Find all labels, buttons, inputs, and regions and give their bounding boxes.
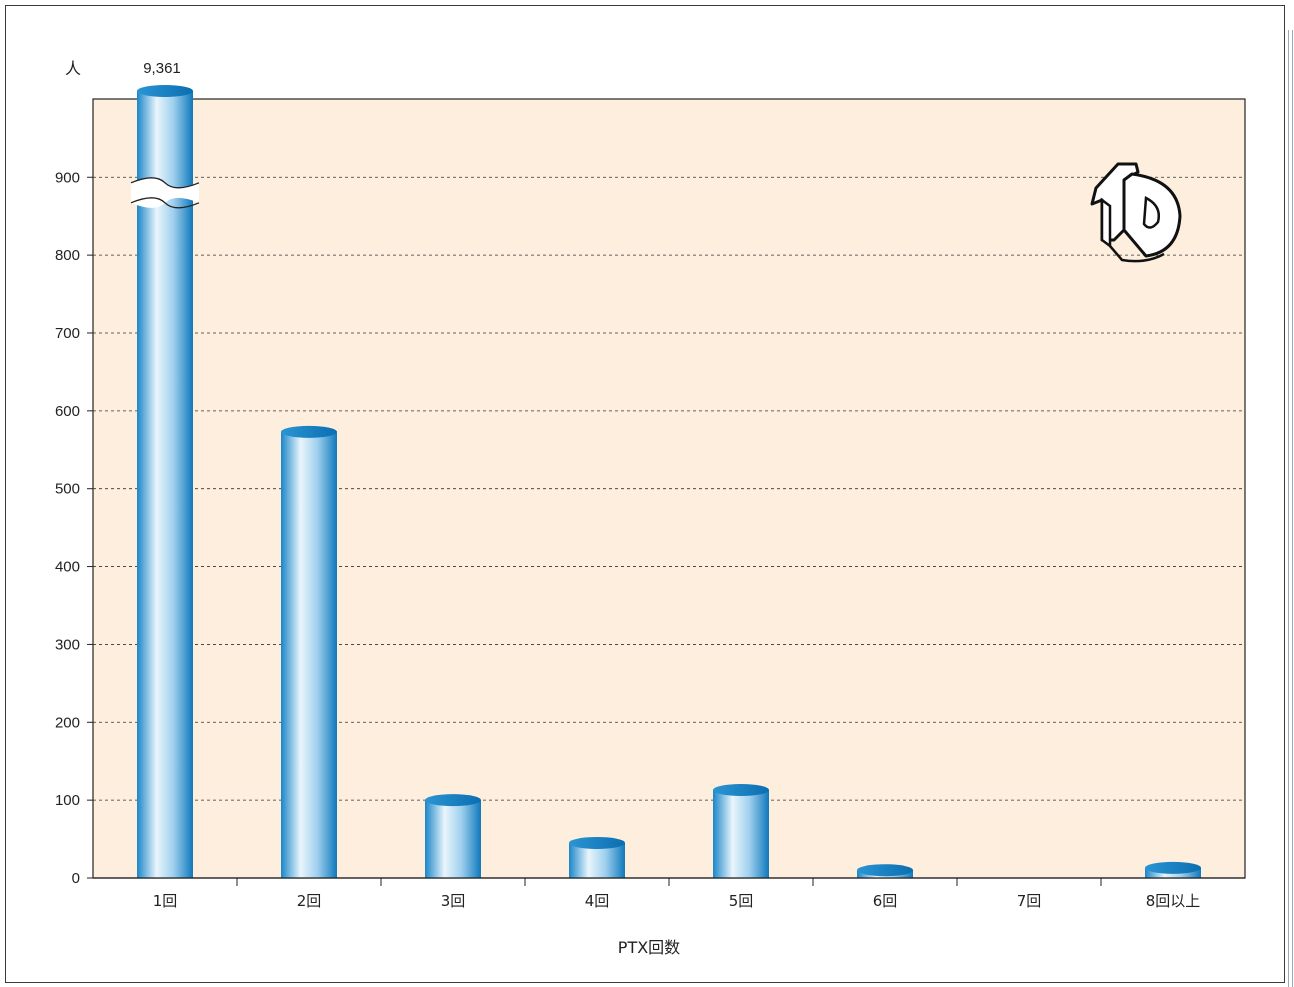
bar-data-label: 9,361 [143, 60, 181, 77]
y-tick-label: 400 [55, 559, 80, 576]
bar [425, 794, 481, 878]
bar [1145, 861, 1201, 878]
y-tick-label: 500 [55, 481, 80, 498]
td-logo-icon [1090, 162, 1182, 263]
bar-body [425, 800, 481, 878]
bar-cap [713, 784, 769, 797]
y-tick-label: 200 [55, 714, 80, 731]
bar-cap [137, 85, 193, 97]
bar-cap [569, 836, 625, 849]
bar [857, 864, 913, 878]
side-rule-2 [1292, 30, 1293, 987]
x-tick-label: 5回 [729, 892, 754, 910]
bar-cap [425, 794, 481, 807]
y-tick-label: 300 [55, 636, 80, 653]
bar-cap [857, 864, 913, 877]
x-tick-label: 6回 [873, 892, 898, 910]
x-tick-label: 1回 [153, 892, 178, 910]
bar-cap [281, 425, 337, 438]
y-tick-label: 700 [55, 325, 80, 342]
axis-break-mark [130, 177, 200, 209]
x-tick-label: 2回 [297, 892, 322, 910]
bar-body [137, 91, 193, 878]
y-tick-label: 0 [72, 870, 80, 887]
x-tick-label: 7回 [1017, 892, 1042, 910]
side-rule-1 [1288, 30, 1289, 987]
bar [281, 425, 337, 878]
bar-body [713, 790, 769, 878]
x-tick-label: 4回 [585, 892, 610, 910]
x-tick-labels: 1回 2回 3回 4回 5回 6回 7回 8回以上 [93, 877, 1245, 910]
x-tick-label: 3回 [441, 892, 466, 910]
bar [713, 784, 769, 878]
y-tick-labels: 0 100 200 300 400 500 600 700 800 900 [55, 169, 80, 887]
x-tick-label: 8回以上 [1146, 892, 1201, 910]
x-axis-title: PTX回数 [618, 938, 680, 957]
bars [130, 85, 1201, 878]
y-tick-label: 900 [55, 169, 80, 186]
y-axis-unit: 人 [65, 59, 81, 78]
y-tick-label: 600 [55, 403, 80, 420]
bar [130, 85, 200, 878]
bar-cap [1145, 861, 1201, 874]
bar [569, 836, 625, 878]
y-tick-label: 100 [55, 792, 80, 809]
y-tick-label: 800 [55, 247, 80, 264]
bar-body [281, 431, 337, 878]
